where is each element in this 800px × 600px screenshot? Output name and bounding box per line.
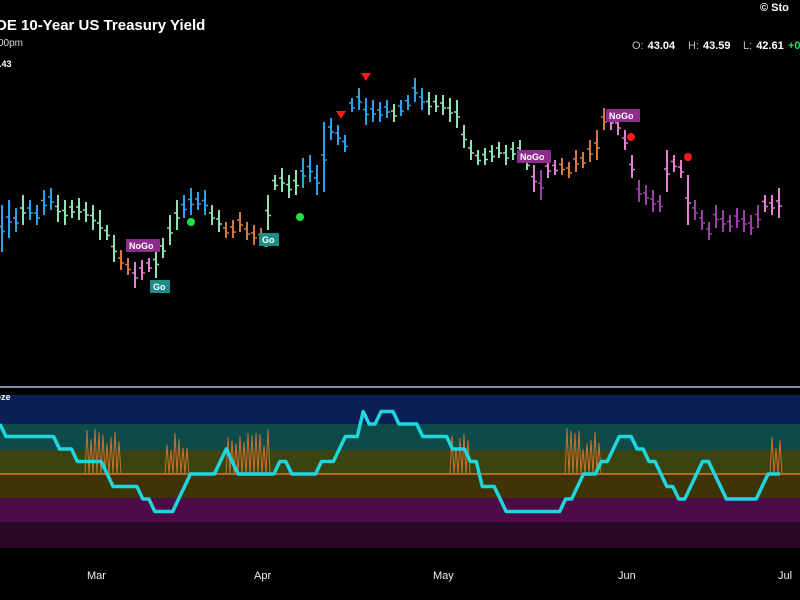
go-dot-marker-1 [296, 213, 304, 221]
go-label-1-text: Go [262, 235, 275, 245]
countertrend-triangle-0 [361, 73, 371, 81]
nogo-label-2: NoGo [606, 109, 640, 122]
x-tick-jul: Jul [778, 570, 792, 582]
x-tick-apr: Apr [254, 570, 271, 582]
go-label-0-text: Go [153, 282, 166, 292]
oscillator-band-0 [0, 395, 800, 424]
x-tick-mar: Mar [87, 570, 106, 582]
nogo-label-0: NoGo [126, 239, 160, 252]
go-label-1: Go [259, 233, 279, 246]
x-tick-jun: Jun [618, 570, 636, 582]
go-label-0: Go [150, 280, 170, 293]
oscillator-band-4 [0, 498, 800, 522]
nogo-label-1: NoGo [517, 150, 551, 163]
oscillator-band-1 [0, 424, 800, 450]
go-dot-marker-0 [187, 218, 195, 226]
nogo-label-0-text: NoGo [129, 241, 154, 251]
nogo-dot-marker-1 [684, 153, 692, 161]
panel-divider[interactable] [0, 386, 800, 388]
countertrend-triangle-1 [336, 111, 346, 119]
x-tick-may: May [433, 570, 454, 582]
oscillator-band-5 [0, 522, 800, 548]
nogo-dot-marker-0 [627, 133, 635, 141]
indicator-label: eze [0, 392, 11, 402]
nogo-label-2-text: NoGo [609, 111, 634, 121]
nogo-label-1-text: NoGo [520, 152, 545, 162]
